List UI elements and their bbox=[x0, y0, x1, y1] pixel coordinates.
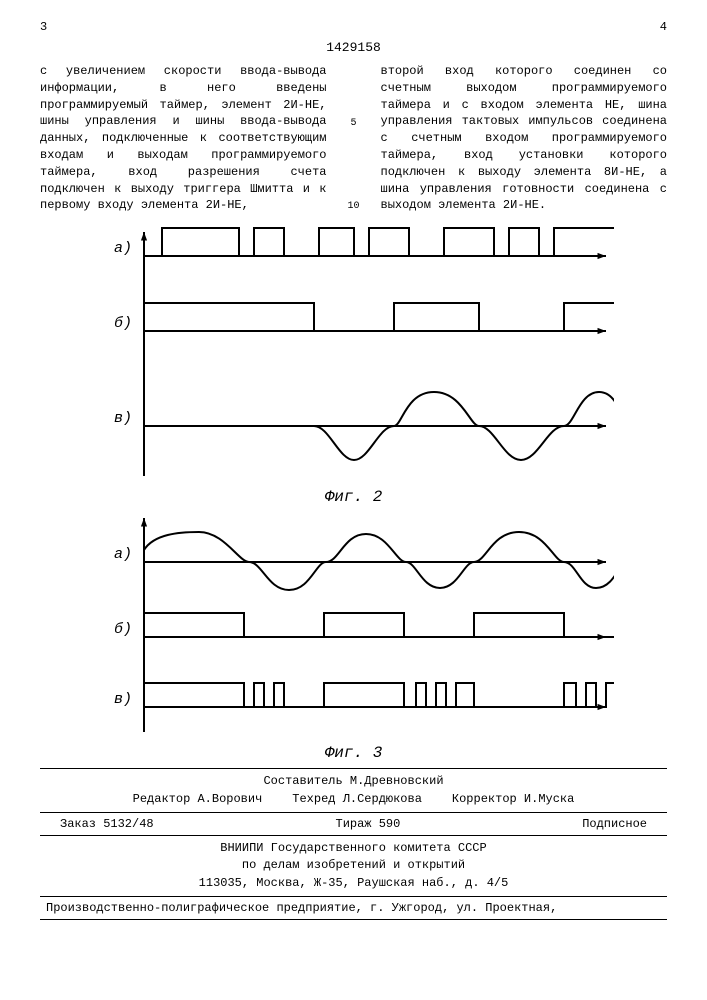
line-number-gutter: 5 10 bbox=[347, 63, 361, 214]
figure-3-caption: Фиг. 3 bbox=[40, 744, 667, 762]
body-text: с увеличением скорости ввода-вывода инфо… bbox=[40, 63, 667, 214]
org-line-3: 113035, Москва, Ж-35, Раушская наб., д. … bbox=[40, 875, 667, 892]
compiler-credit: Составитель М.Древновский bbox=[40, 773, 667, 790]
svg-text:в): в) bbox=[114, 691, 132, 708]
tech-credit: Техред Л.Сердюкова bbox=[292, 791, 422, 808]
tirazh: Тираж 590 bbox=[336, 817, 401, 831]
organization-block: ВНИИПИ Государственного комитета СССР по… bbox=[40, 840, 667, 892]
page-num-left: 3 bbox=[40, 20, 47, 34]
figure-2: а) б) в) bbox=[94, 226, 614, 486]
left-column: с увеличением скорости ввода-вывода инфо… bbox=[40, 63, 327, 214]
divider bbox=[40, 768, 667, 769]
order-row: Заказ 5132/48 Тираж 590 Подписное bbox=[40, 817, 667, 831]
line-mark-10: 10 bbox=[347, 200, 359, 214]
podpisnoe: Подписное bbox=[582, 817, 647, 831]
svg-text:б): б) bbox=[114, 315, 132, 332]
line-mark-5: 5 bbox=[350, 117, 356, 131]
org-line-2: по делам изобретений и открытий bbox=[40, 857, 667, 874]
divider bbox=[40, 896, 667, 897]
editor-credit: Редактор А.Ворович bbox=[133, 791, 263, 808]
right-column: второй вход которого соединен со счетным… bbox=[381, 63, 668, 214]
svg-text:а): а) bbox=[114, 546, 132, 563]
divider bbox=[40, 835, 667, 836]
divider bbox=[40, 812, 667, 813]
page-numbers: 3 4 bbox=[40, 20, 667, 34]
page-num-right: 4 bbox=[660, 20, 667, 34]
org-line-1: ВНИИПИ Государственного комитета СССР bbox=[40, 840, 667, 857]
figure-3: а) б) в) bbox=[94, 512, 614, 742]
credits-block: Составитель М.Древновский Редактор А.Вор… bbox=[40, 773, 667, 808]
svg-text:б): б) bbox=[114, 621, 132, 638]
divider bbox=[40, 919, 667, 920]
footer-text: Производственно-полиграфическое предприя… bbox=[40, 901, 667, 915]
order-number: Заказ 5132/48 bbox=[60, 817, 154, 831]
svg-text:в): в) bbox=[114, 410, 132, 427]
corrector-credit: Корректор И.Муска bbox=[452, 791, 574, 808]
svg-text:а): а) bbox=[114, 240, 132, 257]
figure-2-caption: Фиг. 2 bbox=[40, 488, 667, 506]
patent-page: 3 4 1429158 с увеличением скорости ввода… bbox=[0, 0, 707, 1000]
document-id: 1429158 bbox=[40, 40, 667, 55]
